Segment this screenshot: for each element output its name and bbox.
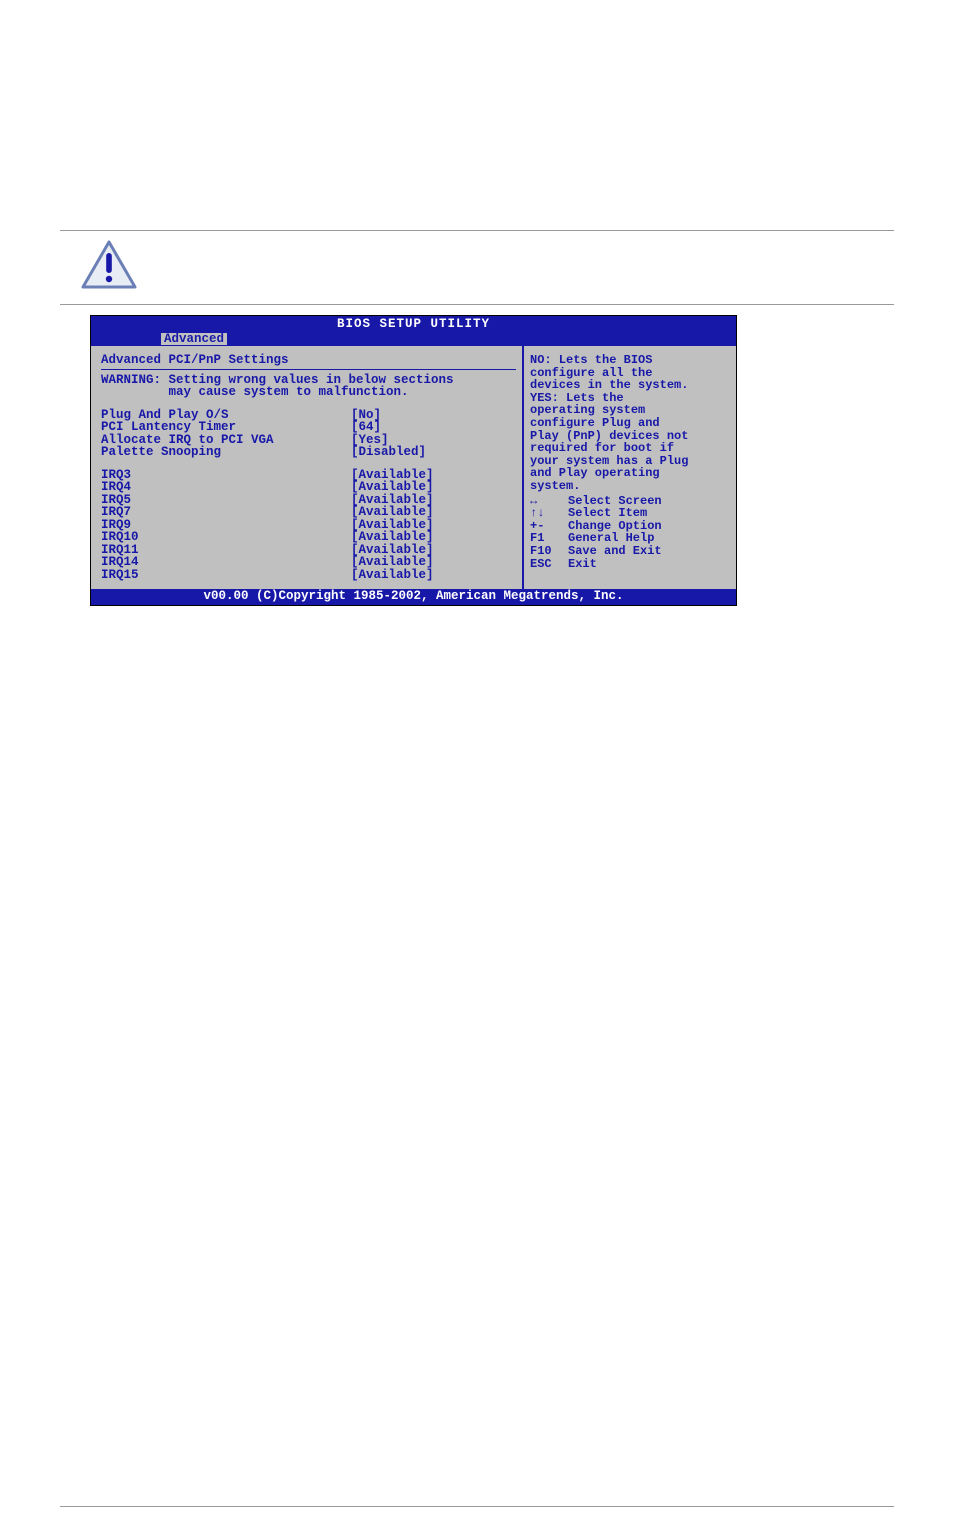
nav-select-item: ↑↓ Select Item (530, 507, 730, 520)
nav-key: F10 (530, 545, 560, 558)
warning-icon (80, 239, 138, 296)
irq-row[interactable]: IRQ15 [Available] (101, 569, 516, 582)
bios-menubar[interactable]: Advanced (91, 333, 736, 347)
irq-label: IRQ15 (101, 569, 351, 582)
heading-underline (101, 369, 516, 370)
irq-row[interactable]: IRQ14 [Available] (101, 556, 516, 569)
setting-palette-snoop[interactable]: Palette Snooping [Disabled] (101, 446, 516, 459)
nav-exit: ESC Exit (530, 558, 730, 571)
irq-label: IRQ14 (101, 556, 351, 569)
nav-label: Save and Exit (568, 545, 662, 558)
setting-value[interactable]: [Disabled] (351, 446, 426, 459)
nav-key: ↑↓ (530, 507, 560, 520)
irq-row[interactable]: IRQ5 [Available] (101, 494, 516, 507)
irq-row[interactable]: IRQ3 [Available] (101, 469, 516, 482)
nav-label: Exit (568, 558, 597, 571)
help-text: NO: Lets the BIOS configure all the devi… (530, 354, 730, 493)
irq-row[interactable]: IRQ10 [Available] (101, 531, 516, 544)
irq-label: IRQ10 (101, 531, 351, 544)
nav-label: Select Item (568, 507, 647, 520)
setting-label: PCI Lantency Timer (101, 421, 351, 434)
nav-key: ESC (530, 558, 560, 571)
divider-bottom (60, 1506, 894, 1507)
nav-keys: ↔ Select Screen ↑↓ Select Item +- Change… (530, 495, 730, 571)
setting-pci-latency[interactable]: PCI Lantency Timer [64] (101, 421, 516, 434)
irq-value[interactable]: [Available] (351, 569, 434, 582)
irq-value[interactable]: [Available] (351, 531, 434, 544)
irq-label: IRQ3 (101, 469, 351, 482)
bios-title: BIOS SETUP UTILITY (91, 316, 736, 333)
irq-row[interactable]: IRQ7 [Available] (101, 506, 516, 519)
irq-row[interactable]: IRQ9 [Available] (101, 519, 516, 532)
bios-body: Advanced PCI/PnP Settings WARNING: Setti… (91, 346, 736, 589)
section-heading: Advanced PCI/PnP Settings (101, 354, 516, 367)
nav-save-exit: F10 Save and Exit (530, 545, 730, 558)
irq-label: IRQ4 (101, 481, 351, 494)
bios-help-panel: NO: Lets the BIOS configure all the devi… (524, 346, 736, 589)
divider-mid (60, 304, 894, 305)
bios-left-panel: Advanced PCI/PnP Settings WARNING: Setti… (91, 346, 524, 589)
bios-footer: v00.00 (C)Copyright 1985-2002, American … (91, 589, 736, 605)
irq-value[interactable]: [Available] (351, 481, 434, 494)
irq-value[interactable]: [Available] (351, 556, 434, 569)
irq-row[interactable]: IRQ4 [Available] (101, 481, 516, 494)
tab-advanced[interactable]: Advanced (161, 333, 227, 346)
irq-value[interactable]: [Available] (351, 506, 434, 519)
irq-row[interactable]: IRQ11 [Available] (101, 544, 516, 557)
setting-value[interactable]: [64] (351, 421, 381, 434)
irq-label: IRQ5 (101, 494, 351, 507)
setting-label: Palette Snooping (101, 446, 351, 459)
warning-line-2: may cause system to malfunction. (101, 386, 516, 399)
irq-label: IRQ7 (101, 506, 351, 519)
bios-window: BIOS SETUP UTILITY Advanced Advanced PCI… (90, 315, 737, 606)
divider-top (60, 230, 894, 231)
